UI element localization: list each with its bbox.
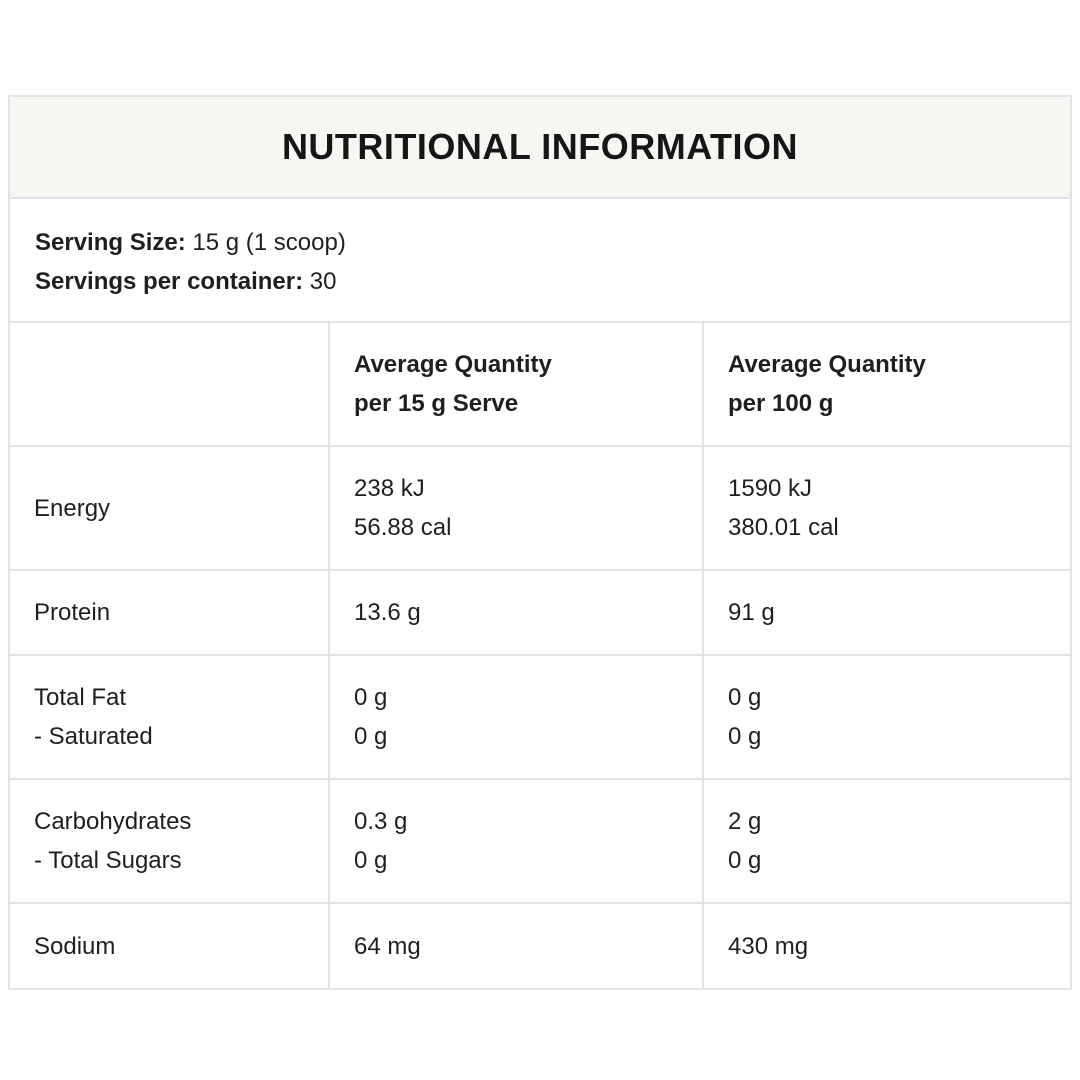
value-line: 2 g	[728, 808, 762, 835]
label-line: Energy	[34, 494, 111, 522]
label-line: Protein	[34, 599, 111, 626]
value-line: 0 g	[354, 723, 388, 750]
row-label-energy: Energy	[10, 445, 329, 570]
value-line: 1590 kJ	[728, 475, 813, 502]
row-value-per-serve: 0 g 0 g	[328, 654, 703, 779]
serving-info: Serving Size: 15 g (1 scoop) Servings pe…	[10, 199, 1070, 323]
value-line: 56.88 cal	[354, 514, 452, 541]
label-line: Carbohydrates	[34, 808, 192, 835]
table-row: Energy 238 kJ 56.88 cal 1590 kJ 380.01 c…	[10, 445, 1070, 570]
row-value-per-serve: 64 mg	[328, 902, 703, 988]
label-line: - Saturated	[34, 723, 153, 750]
value-line: 0 g	[354, 847, 388, 874]
label-line: Sodium	[34, 932, 116, 960]
serving-size-label: Serving Size:	[35, 229, 186, 256]
row-value-per-serve: 0.3 g 0 g	[328, 778, 703, 903]
value-line: 13.6 g	[354, 599, 421, 626]
value-line: 91 g	[728, 599, 775, 626]
table-row: Total Fat - Saturated 0 g 0 g 0 g 0 g	[10, 654, 1070, 779]
value-line: 64 mg	[354, 932, 421, 960]
servings-per-container-line: Servings per container: 30	[35, 262, 1070, 301]
serving-size-line: Serving Size: 15 g (1 scoop)	[35, 223, 1070, 262]
row-value-per-100g: 2 g 0 g	[702, 778, 1070, 903]
serving-size-value: 15 g (1 scoop)	[185, 229, 346, 256]
row-label-sodium: Sodium	[10, 902, 329, 988]
table-header-row: Average Quantity per 15 g Serve Average …	[10, 323, 1070, 446]
header-line: Average Quantity	[728, 351, 926, 378]
row-value-per-100g: 430 mg	[702, 902, 1070, 988]
value-line: 0.3 g	[354, 808, 408, 835]
title-bar: NUTRITIONAL INFORMATION	[10, 97, 1070, 199]
nutrition-panel: NUTRITIONAL INFORMATION Serving Size: 15…	[8, 95, 1072, 990]
header-line: per 100 g	[728, 390, 834, 417]
value-line: 238 kJ	[354, 475, 425, 502]
header-line: per 15 g Serve	[354, 390, 519, 417]
servings-per-container-value: 30	[303, 268, 337, 295]
servings-per-container-label: Servings per container:	[35, 268, 304, 295]
table-row: Carbohydrates - Total Sugars 0.3 g 0 g 2…	[10, 778, 1070, 903]
value-line: 380.01 cal	[728, 514, 839, 541]
row-label-carbohydrates: Carbohydrates - Total Sugars	[10, 778, 329, 903]
value-line: 0 g	[728, 723, 762, 750]
header-cell-empty	[10, 323, 329, 446]
nutrition-table: Average Quantity per 15 g Serve Average …	[10, 323, 1070, 988]
row-value-per-serve: 238 kJ 56.88 cal	[328, 445, 703, 570]
row-label-protein: Protein	[10, 569, 329, 655]
value-line: 430 mg	[728, 932, 809, 960]
value-line: 0 g	[354, 684, 388, 711]
header-cell-per-serve: Average Quantity per 15 g Serve	[328, 323, 703, 446]
row-value-per-100g: 91 g	[702, 569, 1070, 655]
page-title: NUTRITIONAL INFORMATION	[281, 126, 799, 167]
label-line: Total Fat	[34, 684, 127, 711]
row-label-total-fat: Total Fat - Saturated	[10, 654, 329, 779]
row-value-per-serve: 13.6 g	[328, 569, 703, 655]
table-row: Protein 13.6 g 91 g	[10, 569, 1070, 655]
header-cell-per-100g: Average Quantity per 100 g	[702, 323, 1070, 446]
value-line: 0 g	[728, 684, 762, 711]
row-value-per-100g: 0 g 0 g	[702, 654, 1070, 779]
table-row: Sodium 64 mg 430 mg	[10, 902, 1070, 988]
header-line: Average Quantity	[354, 351, 552, 378]
value-line: 0 g	[728, 847, 762, 874]
label-line: - Total Sugars	[34, 847, 182, 874]
row-value-per-100g: 1590 kJ 380.01 cal	[702, 445, 1070, 570]
